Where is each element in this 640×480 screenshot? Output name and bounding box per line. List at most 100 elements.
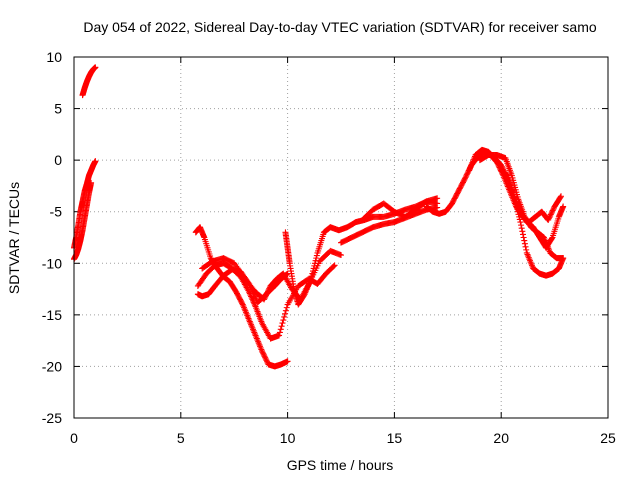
data-point [278,323,285,330]
data-point [461,175,468,182]
data-point [281,313,288,320]
y-tick-label: 0 [54,152,62,168]
series-sat-track-n [498,167,567,279]
series-sat-track-f [192,224,291,370]
data-point [265,287,272,293]
data-point [313,255,320,262]
y-tick-label: 10 [46,49,62,65]
data-point [311,260,318,267]
data-point [515,211,522,218]
data-point [517,219,524,226]
data-point [276,329,283,336]
data-point [511,195,518,202]
data-point [92,158,99,165]
data-point [330,263,337,270]
data-point [264,289,271,296]
axis-ticks [73,56,609,419]
data-point [518,222,525,229]
data-point [310,265,317,272]
x-tick-label: 0 [70,430,78,446]
data-point [308,273,315,280]
data-point [434,204,441,211]
data-point [519,231,526,238]
plot-frame [73,56,609,419]
data-point [283,304,290,311]
data-point [550,206,557,213]
data-point [547,212,554,219]
data-point [260,350,267,357]
data-point [308,275,315,282]
y-tick-label: -25 [42,410,62,426]
data-point [276,332,283,339]
data-point [512,198,519,205]
y-tick-labels: 10 5 0 -5 -10 -15 -20 -25 [42,49,62,426]
data-point [251,302,258,309]
data-point [310,268,317,275]
data-point [282,310,289,317]
data-point [545,215,552,222]
data-point [518,225,525,232]
data-point [248,294,255,301]
data-point [519,228,526,235]
data-point [516,213,523,220]
chart-title: Day 054 of 2022, Sidereal Day-to-day VTE… [83,19,596,35]
x-tick-label: 5 [177,430,185,446]
series-sat-track-d [194,260,338,342]
data-point [462,174,469,181]
data-point [280,317,287,324]
data-point [522,243,529,250]
data-point [511,193,518,200]
data-point [514,208,521,215]
series-sat-track-b [71,179,95,263]
data-point [546,214,553,221]
data-point [262,293,269,300]
data-point [279,320,286,327]
data-point [239,300,246,307]
data-point [309,270,316,277]
x-tick-labels: 0 5 10 15 20 25 [70,430,616,446]
data-point [548,235,555,242]
data-point [301,292,308,299]
data-point [88,179,95,186]
data-point [463,173,470,180]
data-series [71,64,567,370]
grid-lines [74,57,608,418]
data-point [259,349,266,356]
data-point [246,289,253,296]
series-sat-track-a [71,158,99,251]
data-point [549,208,556,215]
data-point [282,307,289,314]
y-tick-label: -10 [42,255,62,271]
data-point [557,194,564,201]
data-point [261,295,268,302]
data-point [521,237,528,244]
data-point [547,211,554,218]
data-point [311,262,318,269]
data-point [261,353,268,360]
data-point [284,358,291,365]
data-point [545,216,552,223]
y-tick-label: -15 [42,307,62,323]
data-point [312,257,319,264]
data-point [549,207,556,214]
data-point [520,234,527,241]
data-point [548,210,555,217]
data-point [313,252,320,259]
data-point [251,300,258,307]
data-point [523,246,530,253]
data-point [512,200,519,207]
data-point [560,203,567,210]
x-tick-label: 25 [600,430,616,446]
series-sat-track-c [79,64,99,99]
series-sat-track-j [359,195,441,223]
data-point [258,347,265,354]
data-point [262,356,269,363]
data-point [560,255,567,262]
data-point [513,203,520,210]
data-point [263,357,270,364]
data-point [262,354,269,361]
data-point [92,64,99,71]
data-point [263,291,270,298]
data-point [338,252,344,259]
